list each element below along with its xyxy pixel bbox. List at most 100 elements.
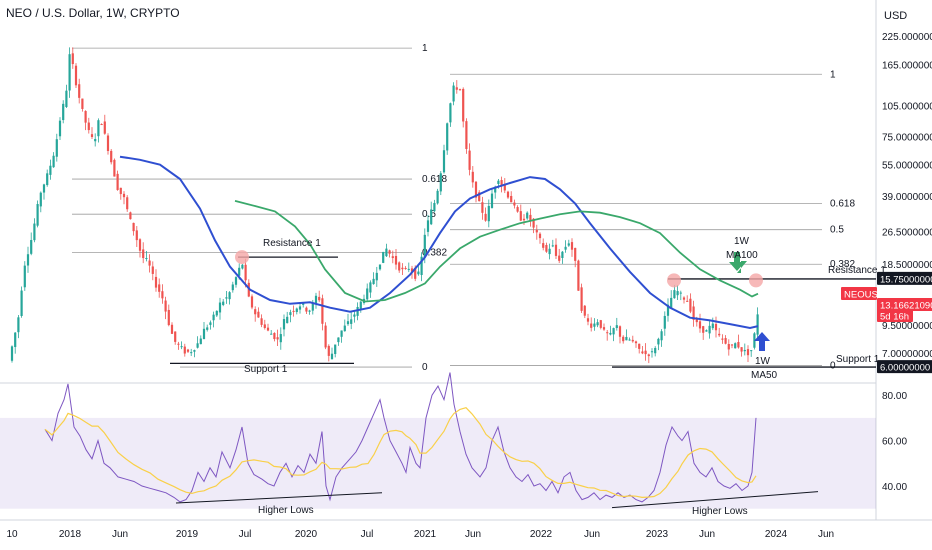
candle-body-24 [87, 122, 90, 131]
candle-body-183 [596, 322, 599, 326]
fib-level-label-1: 0.618 [422, 174, 447, 185]
candle-body-69 [231, 284, 234, 291]
candle-body-96 [318, 296, 321, 301]
candle-body-112 [369, 282, 372, 293]
candle-body-7 [33, 223, 36, 241]
fib-level-label-0: 1 [422, 43, 428, 54]
candle-body-186 [606, 332, 609, 334]
candle-body-219 [711, 323, 714, 329]
candle-body-36 [126, 197, 129, 210]
fib-level-label-7: 0.5 [830, 225, 844, 236]
candle-body-229 [743, 349, 746, 352]
price-label-text-1: NEOUSD [844, 290, 885, 301]
candle-body-19 [71, 53, 74, 65]
rsi-line [44, 372, 757, 503]
candle-body-70 [234, 277, 238, 285]
candle-body-62 [209, 322, 212, 325]
candle-body-117 [385, 248, 388, 257]
candle-body-120 [394, 255, 398, 265]
candle-body-81 [270, 333, 273, 335]
candle-body-8 [36, 204, 39, 226]
price-axis-tick-2: 105.00000000 [882, 102, 932, 113]
ma100-line [234, 200, 759, 303]
annotation-3: Support 1 [836, 354, 880, 365]
candle-body-210 [682, 297, 686, 300]
candle-body-18 [68, 54, 71, 91]
ma100-arrow-icon [729, 252, 745, 271]
price-label-bg-4 [877, 360, 932, 374]
candle-body-121 [398, 262, 401, 271]
candle-body-170 [554, 244, 558, 256]
candle-body-88 [292, 310, 295, 312]
candle-body-22 [81, 98, 84, 109]
price-axis-tick-5: 39.00000000 [882, 192, 932, 203]
touch-marker-1 [667, 273, 681, 288]
candle-body-149 [487, 205, 490, 222]
higher-lows-line-1 [175, 492, 383, 504]
candle-body-232 [753, 333, 756, 348]
candle-body-29 [103, 121, 106, 134]
currency-label[interactable]: USD [884, 10, 908, 22]
candle-body-111 [366, 288, 369, 300]
annotation-2: Resistance 1 [828, 265, 886, 276]
candle-body-225 [730, 344, 734, 346]
candle-body-175 [570, 242, 574, 250]
candle-body-233 [756, 314, 759, 335]
price-axis-tick-6: 26.50000000 [882, 227, 932, 238]
candle-body-67 [225, 297, 228, 299]
candle-body-155 [506, 191, 510, 198]
rsi-axis-tick-0: 80.00 [882, 391, 907, 402]
candle-body-200 [650, 351, 654, 353]
candle-body-190 [618, 326, 622, 337]
time-axis-tick-2: Jun [112, 529, 128, 540]
candle-body-128 [420, 256, 423, 276]
candle-body-115 [378, 264, 382, 270]
candle-body-165 [538, 233, 542, 239]
candle-body-11 [46, 173, 49, 186]
candle-body-1 [14, 332, 17, 348]
candle-body-63 [212, 314, 215, 321]
candle-body-157 [513, 202, 516, 206]
price-axis-tick-7: 18.50000000 [882, 260, 932, 271]
annotation-6: 1W [755, 356, 771, 367]
candle-body-161 [526, 212, 529, 219]
candle-body-26 [94, 138, 97, 142]
candle-body-35 [122, 193, 126, 198]
candle-body-59 [199, 338, 202, 345]
candle-body-64 [215, 310, 218, 316]
candle-body-71 [238, 267, 241, 276]
candle-body-114 [375, 272, 378, 281]
candle-body-133 [436, 190, 439, 204]
time-axis-tick-6: Jul [361, 529, 374, 540]
candle-body-72 [241, 264, 244, 269]
candle-body-44 [151, 266, 154, 274]
fib-level-label-9: 0 [830, 361, 836, 372]
candle-body-179 [583, 305, 586, 316]
candle-body-217 [705, 330, 708, 332]
candle-body-53 [180, 346, 183, 348]
candle-body-160 [522, 218, 526, 221]
candle-body-119 [391, 256, 394, 259]
candle-body-42 [145, 258, 148, 260]
candle-body-92 [305, 307, 308, 312]
candle-body-171 [558, 255, 561, 261]
candle-body-192 [625, 336, 628, 341]
candle-body-98 [324, 325, 327, 348]
candle-body-125 [410, 268, 414, 272]
candle-body-204 [663, 315, 666, 329]
higher-lows-line-2 [611, 491, 819, 509]
candle-body-211 [686, 300, 689, 302]
candle-body-86 [286, 316, 289, 324]
candle-body-77 [257, 311, 260, 318]
candle-body-180 [586, 318, 590, 322]
candle-body-90 [298, 306, 302, 310]
candle-body-181 [590, 323, 593, 328]
candle-body-57 [193, 350, 196, 352]
annotation-5: MA100 [726, 250, 758, 261]
candle-body-223 [724, 338, 727, 344]
candle-body-60 [202, 328, 206, 340]
candle-body-40 [138, 239, 142, 251]
candle-body-203 [660, 331, 663, 341]
candle-body-151 [494, 186, 497, 193]
